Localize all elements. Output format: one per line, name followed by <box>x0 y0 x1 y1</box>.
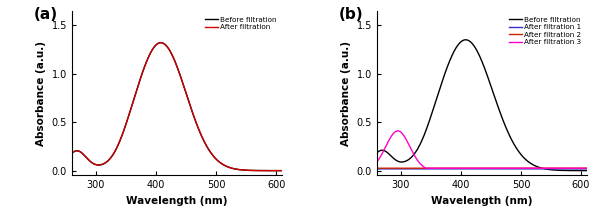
After filtration 2 <box>470 167 477 169</box>
After filtration 3 <box>577 167 585 169</box>
After filtration 3 <box>539 167 546 169</box>
X-axis label: Wavelength (nm): Wavelength (nm) <box>431 196 533 206</box>
Before filtration <box>577 169 585 172</box>
Y-axis label: Absorbance (a.u.): Absorbance (a.u.) <box>36 41 46 146</box>
After filtration 2 <box>577 167 585 169</box>
After filtration 3 <box>583 167 591 169</box>
After filtration <box>279 169 286 172</box>
Text: (a): (a) <box>34 7 58 22</box>
After filtration 1 <box>384 168 391 170</box>
After filtration 3 <box>476 167 483 169</box>
Before filtration <box>476 54 483 56</box>
After filtration 1 <box>577 168 585 170</box>
After filtration <box>171 58 178 61</box>
After filtration 1 <box>539 168 546 170</box>
After filtration 3 <box>373 161 380 163</box>
Before filtration <box>165 48 173 50</box>
After filtration 1 <box>476 168 483 170</box>
After filtration 3 <box>577 167 585 169</box>
Before filtration <box>384 151 391 154</box>
After filtration <box>68 152 75 155</box>
Before filtration <box>234 168 241 171</box>
Before filtration <box>79 152 86 155</box>
Line: After filtration 3: After filtration 3 <box>377 131 587 168</box>
After filtration 2 <box>384 167 391 169</box>
Line: After filtration: After filtration <box>72 43 282 171</box>
After filtration 1 <box>583 168 591 170</box>
After filtration 2 <box>539 167 546 169</box>
Before filtration <box>279 169 286 172</box>
Before filtration <box>462 39 469 41</box>
After filtration 1 <box>373 168 380 170</box>
After filtration <box>273 169 280 172</box>
Before filtration <box>539 167 546 169</box>
After filtration <box>165 48 173 50</box>
After filtration 2 <box>577 167 585 169</box>
Before filtration <box>171 58 178 61</box>
After filtration <box>273 169 280 172</box>
Before filtration <box>470 44 477 46</box>
After filtration 3 <box>423 167 430 169</box>
After filtration 3 <box>470 167 477 169</box>
Line: Before filtration: Before filtration <box>72 43 282 171</box>
Before filtration <box>273 169 280 172</box>
Before filtration <box>577 169 585 172</box>
Y-axis label: Absorbance (a.u.): Absorbance (a.u.) <box>341 41 351 146</box>
After filtration 3 <box>384 142 391 144</box>
After filtration 1 <box>470 168 477 170</box>
Before filtration <box>373 152 380 154</box>
Before filtration <box>583 169 591 172</box>
Legend: Before filtration, After filtration: Before filtration, After filtration <box>202 14 279 32</box>
After filtration 2 <box>583 167 591 169</box>
After filtration <box>234 168 241 171</box>
After filtration 2 <box>476 167 483 169</box>
Before filtration <box>273 169 280 172</box>
Line: Before filtration: Before filtration <box>377 40 587 171</box>
X-axis label: Wavelength (nm): Wavelength (nm) <box>126 196 228 206</box>
Text: (b): (b) <box>339 7 364 22</box>
After filtration 2 <box>373 167 380 169</box>
After filtration 1 <box>577 168 585 170</box>
After filtration <box>79 152 86 155</box>
Before filtration <box>157 41 164 44</box>
After filtration <box>157 41 164 44</box>
Legend: Before filtration, After filtration 1, After filtration 2, After filtration 3: Before filtration, After filtration 1, A… <box>507 14 583 47</box>
Before filtration <box>68 152 75 155</box>
After filtration 3 <box>394 130 401 132</box>
